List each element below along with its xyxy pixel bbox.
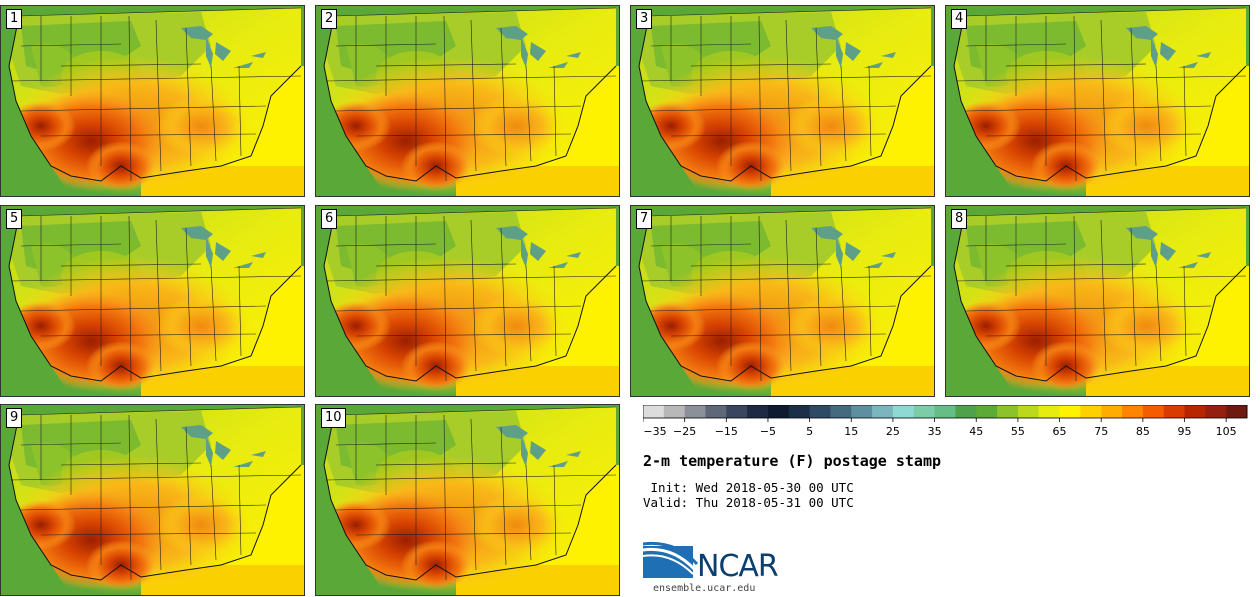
postage-stamp-map[interactable]: 4 — [945, 5, 1250, 197]
colorbar-swatch — [1017, 405, 1040, 418]
colorbar-tick-label: 35 — [928, 425, 942, 438]
colorbar-tick-label: 85 — [1136, 425, 1150, 438]
colorbar-tick-label: −25 — [673, 425, 696, 438]
postage-stamp-map[interactable]: 1 — [0, 5, 305, 197]
postage-stamp-map[interactable]: 3 — [630, 5, 935, 197]
colorbar-swatch — [934, 405, 956, 418]
stamp-number: 10 — [321, 408, 346, 428]
colorbar-swatch — [809, 405, 831, 418]
colorbar-swatch — [767, 405, 790, 418]
colorbar-swatch — [892, 405, 915, 418]
colorbar-swatch — [851, 405, 873, 418]
colorbar-swatch — [1163, 405, 1186, 418]
colorbar-tick-label: 5 — [806, 425, 813, 438]
stamp-number: 8 — [951, 209, 968, 229]
postage-stamp-map[interactable]: 7 — [630, 205, 935, 397]
postage-stamp-map[interactable]: 10 — [315, 404, 620, 596]
init-time: Init: Wed 2018-05-30 00 UTC — [643, 480, 854, 495]
postage-stamp-map[interactable]: 6 — [315, 205, 620, 397]
ncar-logo-text: NCAR — [697, 549, 779, 584]
colorbar-tick-label: 55 — [1011, 425, 1025, 438]
colorbar-frame — [643, 405, 1248, 419]
colorbar-swatch — [830, 405, 852, 418]
valid-time: Valid: Thu 2018-05-31 00 UTC — [643, 495, 854, 510]
colorbar-swatch — [955, 405, 977, 418]
colorbar-tick-label: −15 — [715, 425, 738, 438]
colorbar-swatch — [1038, 405, 1061, 418]
colorbar-swatch — [1142, 405, 1165, 418]
colorbar-swatch — [1122, 405, 1144, 418]
colorbar-swatch — [1184, 405, 1206, 418]
colorbar-tick-label: 105 — [1216, 425, 1237, 438]
temperature-colorbar: −35−25−15−55152535455565758595105115 — [643, 405, 1248, 438]
colorbar-swatch — [976, 405, 998, 418]
colorbar-tick-label: 25 — [886, 425, 900, 438]
postage-stamp-map[interactable]: 9 — [0, 404, 305, 596]
colorbar-swatch — [663, 405, 686, 418]
colorbar-tick-label: −5 — [760, 425, 776, 438]
colorbar-tick-label: −35 — [643, 425, 666, 438]
colorbar-tick-label: 75 — [1094, 425, 1108, 438]
colorbar-tick-label: 95 — [1178, 425, 1192, 438]
stamp-number: 6 — [321, 209, 338, 229]
colorbar-swatch — [913, 405, 936, 418]
colorbar-swatch — [997, 405, 1019, 418]
stamp-number: 5 — [6, 209, 23, 229]
colorbar-swatch — [1101, 405, 1123, 418]
stamp-number: 2 — [321, 9, 338, 29]
stamp-number: 4 — [951, 9, 968, 29]
colorbar-swatch — [1059, 405, 1081, 418]
postage-stamp-map[interactable]: 5 — [0, 205, 305, 397]
colorbar-tick-label: 15 — [844, 425, 858, 438]
colorbar-tick-label: 45 — [969, 425, 983, 438]
postage-stamp-map[interactable]: 2 — [315, 5, 620, 197]
colorbar-swatch — [726, 405, 748, 418]
ensemble-url: ensemble.ucar.edu — [653, 583, 756, 594]
stamp-number: 7 — [636, 209, 653, 229]
colorbar-swatch — [684, 405, 706, 418]
stamp-number: 1 — [6, 9, 23, 29]
colorbar-swatch — [1226, 405, 1248, 418]
stamp-number: 3 — [636, 9, 653, 29]
chart-title: 2-m temperature (F) postage stamp — [643, 452, 942, 470]
colorbar-tick-label: 65 — [1053, 425, 1067, 438]
colorbar-swatch — [747, 405, 769, 418]
colorbar-swatch — [788, 405, 811, 418]
stamp-number: 9 — [6, 408, 23, 428]
colorbar-swatch — [1205, 405, 1227, 418]
ncar-logo-icon — [643, 541, 699, 578]
colorbar-swatch — [872, 405, 894, 418]
postage-stamp-map[interactable]: 8 — [945, 205, 1250, 397]
colorbar-swatch — [705, 405, 727, 418]
colorbar-swatch — [643, 405, 665, 418]
colorbar-swatch — [1080, 405, 1102, 418]
